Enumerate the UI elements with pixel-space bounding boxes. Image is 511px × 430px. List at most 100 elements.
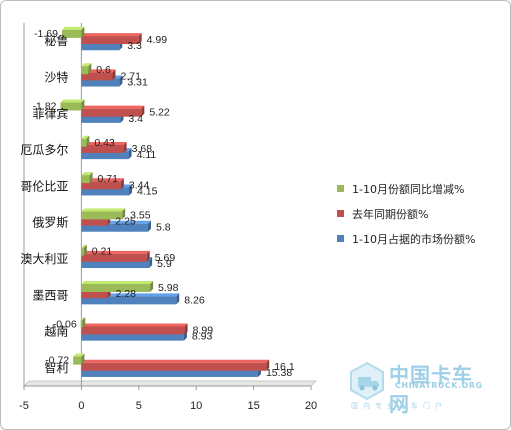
data-label: 3.44	[129, 179, 150, 191]
x-tick-label: 15	[247, 400, 259, 412]
x-tick-label: 20	[305, 400, 317, 412]
legend-label-change: 1-10月份额同比增减%	[352, 182, 465, 196]
x-tick-label: -5	[19, 400, 29, 412]
data-label: -0.06	[53, 318, 77, 330]
bar-top-face	[81, 135, 90, 139]
data-label: -1.82	[33, 100, 57, 112]
bar-top-face	[81, 141, 127, 145]
bar-side-face	[119, 75, 123, 87]
bar-side-face	[141, 105, 145, 117]
x-tick-label: 0	[78, 400, 84, 412]
bar	[81, 362, 267, 371]
data-label: 4.11	[137, 149, 157, 161]
bar-top-face	[81, 250, 150, 254]
bar-top-face	[81, 280, 154, 284]
bar-top-face	[81, 208, 126, 212]
bar	[81, 283, 151, 292]
bar-top-face	[81, 323, 188, 327]
category-label: 秘鲁	[44, 34, 68, 48]
data-label: 3.55	[130, 209, 151, 221]
bar-top-face	[81, 33, 142, 37]
bar-side-face	[83, 244, 87, 256]
bar-side-face	[82, 317, 86, 329]
data-label: 0.21	[92, 246, 113, 258]
bar-side-face	[81, 353, 85, 365]
watermark-cn: 中国卡车网	[389, 363, 473, 416]
bar	[60, 102, 82, 111]
bar	[81, 247, 84, 256]
bar	[81, 296, 177, 305]
data-label: 4.15	[137, 185, 158, 197]
legend-item-change: 1-10月份额同比增减%	[337, 176, 507, 201]
bar	[81, 66, 89, 75]
watermark: 中国卡车网 CHINATRUCK.ORG 国内专业卡车门户	[347, 357, 487, 416]
legend-item-share: 1-10月占据的市场份额%	[337, 226, 507, 251]
watermark-en: CHINATRUCK.ORG	[395, 381, 483, 390]
data-label: 5.98	[158, 282, 179, 294]
category-label: 俄罗斯	[32, 216, 68, 230]
bar-side-face	[112, 69, 116, 81]
bar	[73, 356, 82, 365]
watermark-sub: 国内专业卡车门户	[351, 402, 447, 410]
bar-top-face	[60, 99, 85, 103]
bar	[81, 187, 130, 196]
data-label: 2.25	[115, 216, 136, 228]
category-label: 墨西哥	[32, 288, 68, 302]
category-label: 菲律宾	[32, 106, 68, 121]
bar	[81, 211, 123, 220]
data-label: 3.4	[128, 113, 143, 125]
data-label: -1.69	[34, 28, 58, 40]
bar-side-face	[184, 323, 188, 335]
bar	[81, 368, 258, 377]
data-label: 5.9	[157, 258, 172, 270]
bar-top-face	[61, 26, 85, 30]
data-label: 3.31	[127, 77, 148, 89]
legend-label-share: 1-10月占据的市场份额%	[352, 232, 476, 246]
legend: 1-10月份额同比增减% 去年同期份额% 1-10月占据的市场份额%	[337, 176, 507, 251]
bar-top-face	[81, 244, 87, 248]
x-tick-label: 10	[190, 400, 202, 412]
bar-side-face	[147, 220, 151, 232]
bar-side-face	[88, 63, 92, 75]
bar-side-face	[176, 293, 180, 305]
bar-side-face	[89, 172, 93, 184]
data-label: 2.71	[121, 70, 142, 82]
bar	[81, 326, 185, 335]
category-label: 越南	[44, 324, 68, 339]
category-label: 沙特	[44, 69, 68, 84]
bar-side-face	[120, 178, 124, 190]
bar	[81, 138, 87, 147]
data-label: 8.99	[193, 324, 214, 336]
data-label: 5.69	[155, 252, 176, 264]
bar	[81, 223, 148, 232]
bar-side-face	[150, 280, 154, 292]
plot-floor	[23, 380, 317, 387]
category-label: 智利	[44, 360, 68, 375]
data-label: 5.22	[149, 107, 170, 119]
data-label: 0.6	[96, 64, 111, 76]
bar-top-face	[73, 353, 85, 357]
bar-top-face	[81, 172, 93, 176]
bar-side-face	[128, 148, 132, 160]
bar-top-face	[81, 359, 270, 363]
bar	[81, 78, 120, 87]
bar-side-face	[138, 33, 142, 45]
data-label: 15.38	[266, 367, 292, 379]
bar	[81, 144, 124, 153]
bar-top-face	[81, 105, 145, 109]
data-label: 3.3	[127, 40, 142, 52]
bar-side-face	[123, 141, 127, 153]
bar	[81, 72, 113, 81]
bar	[81, 114, 121, 123]
legend-swatch-change	[337, 185, 344, 192]
bar	[81, 151, 129, 160]
data-label: 2.28	[116, 288, 137, 300]
bar	[81, 253, 147, 262]
bar-side-face	[122, 208, 126, 220]
data-label: 8.26	[184, 294, 205, 306]
data-label: 3.68	[132, 143, 153, 155]
bar	[81, 181, 121, 190]
bar	[61, 29, 82, 38]
category-label: 厄瓜多尔	[20, 142, 68, 157]
